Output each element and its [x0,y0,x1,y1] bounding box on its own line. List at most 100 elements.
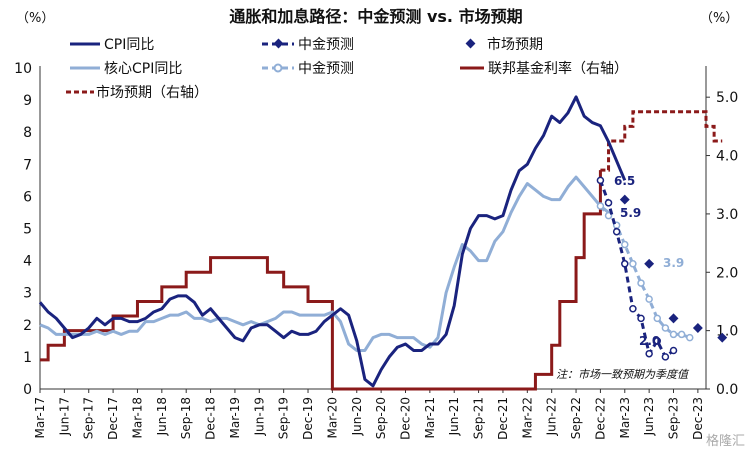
label-core-end: 3.9 [663,256,684,270]
x-tick-label: Sep-18 [179,397,193,439]
series-fed-market [600,110,723,172]
cpi-forecast-point [645,349,653,358]
right-tick-label: 5.0 [716,90,738,106]
left-tick-label: 4 [23,254,32,270]
core-forecast-point [653,314,662,323]
left-tick-label: 7 [23,157,32,173]
right-tick-label: 3.0 [716,207,738,223]
cpi-forecast-point [653,337,662,345]
core-forecast-point [686,333,694,342]
legend-marker-cpi-forecast [273,38,284,49]
x-tick-label: Dec-17 [106,397,120,440]
market-expectation-point [644,258,655,269]
label-cpi-market-mid: 5.9 [620,206,641,220]
x-tick-label: Mar-18 [130,397,144,438]
cpi-forecast-point [596,176,605,185]
right-tick-label: 2.0 [716,265,738,281]
x-tick-label: Jun-22 [545,397,559,436]
market-expectation-point [668,313,679,324]
cpi-forecast-point [637,314,645,323]
legend-label-core-forecast: 中金预测 [298,61,354,77]
cpi-forecast-point [661,353,670,361]
cpi-forecast-point [612,227,621,236]
legend: CPI同比 中金预测 市场预期 核心CPI同比 中金预测 联邦基金利率（右轴） … [66,36,628,101]
x-tick-label: Mar-17 [33,397,47,438]
market-expectation-point [692,323,703,333]
x-tick-label: Sep-19 [277,397,291,439]
x-tick-label: Mar-22 [520,397,534,438]
x-tick-label: Jun-19 [252,397,266,436]
cpi-forecast-point [669,346,678,355]
chart-note: 注：市场一致预期为季度值 [556,368,690,381]
x-tick-label: Dec-22 [593,397,607,440]
series-fed-funds [40,170,602,391]
core-forecast-point [637,279,645,287]
x-tick-label: Dec-23 [691,397,705,440]
core-forecast-point [604,211,613,220]
x-tick-label: Jun-18 [155,397,169,436]
cpi-forecast-point [629,305,637,313]
legend-label-cpi-forecast: 中金预测 [298,37,354,53]
label-cpi-end: 2.0 [639,334,660,348]
x-tick-label: Dec-18 [204,397,218,440]
x-tick-label: Sep-20 [374,397,388,439]
core-forecast-point [669,330,678,339]
cpi-forecast-point [621,260,629,268]
x-tick-label: Sep-22 [569,397,583,439]
left-axis-unit: （%） [16,11,54,26]
x-tick-label: Jun-21 [447,397,461,436]
x-tick-label: Dec-19 [301,397,315,440]
left-tick-label: 10 [14,61,32,77]
x-tick-label: Mar-23 [618,397,632,438]
right-tick-label: 4.0 [716,149,738,165]
x-tick-label: Sep-21 [472,397,486,439]
x-axis-ticks: Mar-17 Jun-17 Sep-17 Dec-17 Mar-18 Jun-18 Sep-… [33,389,705,440]
legend-label-fed-market: 市场预期（右轴） [96,84,208,101]
x-tick-label: Sep-23 [667,397,681,439]
x-tick-label: Jun-20 [350,397,364,436]
legend-label-cpi: CPI同比 [104,37,154,53]
x-tick-label: Sep-17 [82,397,96,439]
legend-label-fed: 联邦基金利率（右轴） [488,60,628,77]
chart-title: 通胀和加息路径：中金预测 vs. 市场预期 [229,7,522,26]
label-cpi-start: 6.5 [614,174,635,188]
legend-label-core: 核心CPI同比 [104,61,182,77]
core-forecast-point [645,295,653,303]
left-tick-label: 0 [23,382,32,398]
left-tick-label: 2 [23,318,32,334]
left-tick-label: 3 [23,286,32,302]
core-forecast-point [621,240,629,249]
x-tick-label: Dec-20 [398,397,412,440]
core-forecast-point [629,260,637,268]
x-tick-label: Dec-21 [496,397,510,440]
legend-label-market: 市场预期 [487,36,543,53]
x-tick-label: Mar-21 [423,397,437,438]
series-cpi [38,95,627,388]
series-cpi-forecast [599,179,675,360]
core-forecast-point [677,330,686,339]
left-tick-label: 1 [23,350,32,366]
axes [39,66,707,390]
market-expectation-point [717,332,728,343]
cpi-forecast-point [604,199,613,207]
right-axis-unit: （%） [700,11,738,26]
left-tick-label: 9 [23,93,32,109]
right-tick-label: 0.0 [716,382,738,398]
left-axis-ticks: 0 1 2 3 4 5 6 7 8 9 10 [14,61,32,398]
core-forecast-point [596,202,605,210]
x-tick-label: Mar-19 [228,397,242,438]
series-layer [38,95,728,391]
right-axis-ticks: 0.01.02.03.04.05.0 [706,90,738,398]
series-core-cpi [39,175,610,352]
left-tick-label: 8 [23,125,32,141]
x-tick-label: Jun-17 [57,397,71,436]
legend-marker-core-forecast [273,63,283,73]
market-expectation-point [619,194,630,205]
core-forecast-point [661,324,670,332]
left-tick-label: 5 [23,222,32,238]
watermark: 格隆汇 [706,433,745,449]
x-tick-label: Jun-23 [642,397,656,436]
left-tick-label: 6 [23,189,32,205]
